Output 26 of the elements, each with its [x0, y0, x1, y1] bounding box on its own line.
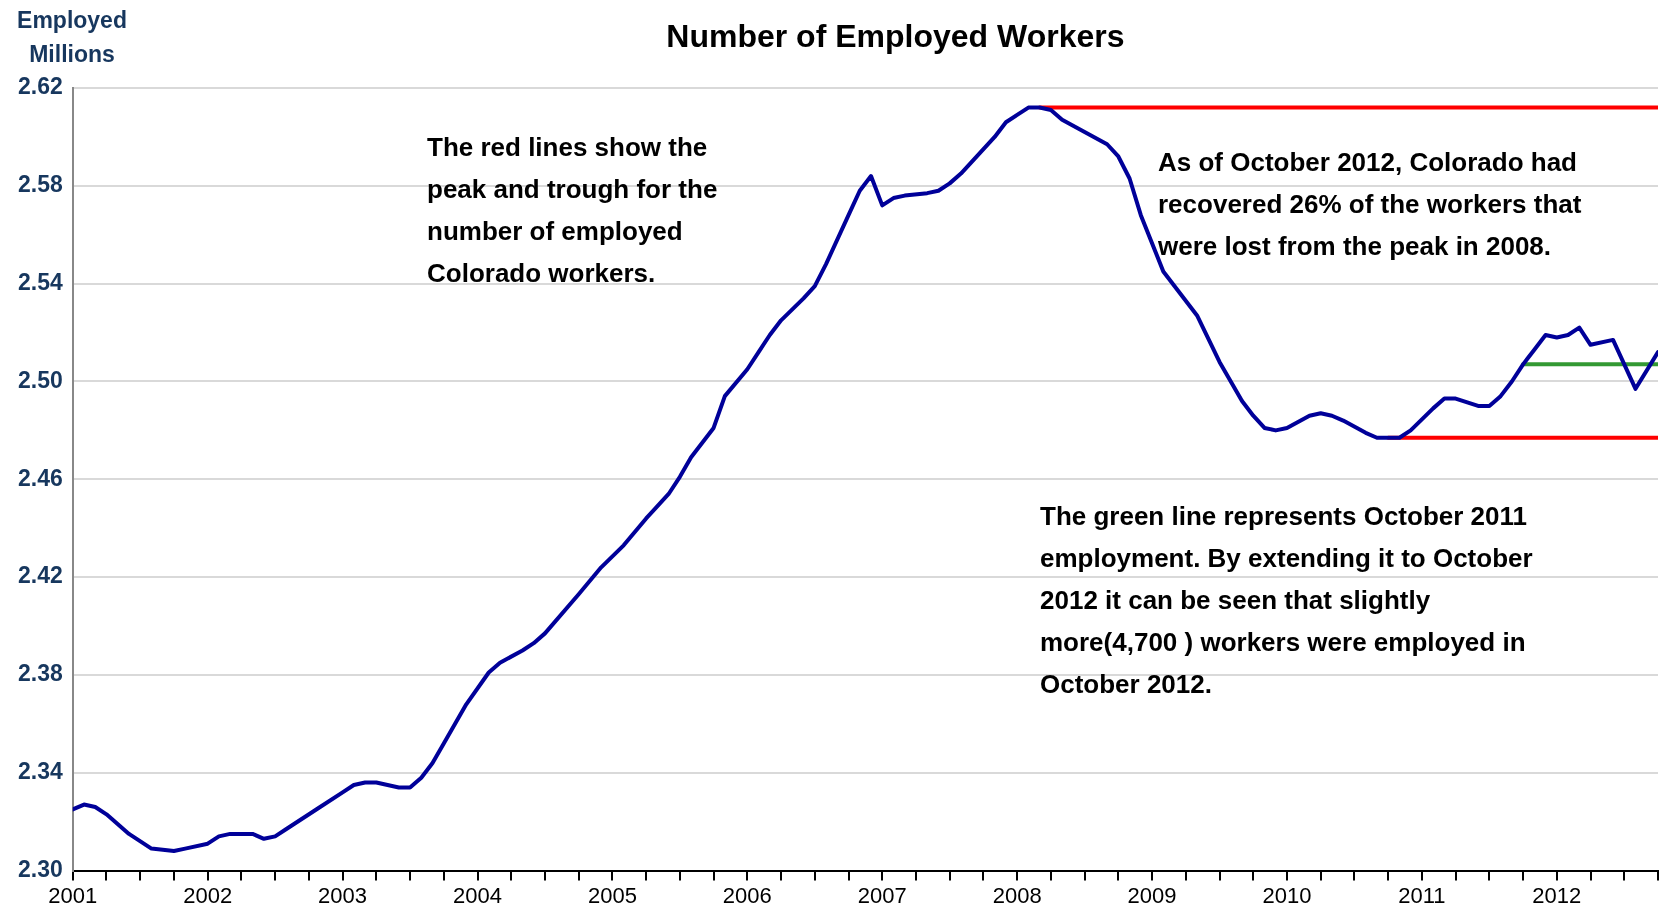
y-tick-label: 2.50 — [18, 366, 63, 393]
x-tick-label: 2004 — [453, 882, 502, 908]
chart-title: Number of Employed Workers — [666, 17, 1125, 54]
y-tick-label: 2.42 — [18, 562, 63, 589]
y-tick-label: 2.54 — [18, 268, 63, 295]
y-tick-label: 2.30 — [18, 855, 63, 882]
x-tick-label: 2005 — [587, 882, 637, 908]
annotation: The green line represents October 2011 employment. By extending it to October 2012 it can be seen that slightly more(4,700 ) workers were employed in October 2012. — [1040, 501, 1533, 700]
y-tick-label: 2.34 — [18, 758, 63, 785]
x-tick-label: 2008 — [992, 882, 1042, 908]
x-tick-label: 2012 — [1532, 882, 1582, 908]
annotation: The red lines show the peak and trough for the number of employed Colorado workers. — [427, 132, 718, 289]
x-tick-label: 2010 — [1262, 882, 1312, 908]
x-tick-label: 2007 — [857, 882, 907, 908]
y-axis-title: Employed Millions — [17, 7, 127, 68]
y-tick-label: 2.62 — [18, 73, 63, 100]
x-tick-label: 2009 — [1127, 882, 1177, 908]
y-tick-label: 2.58 — [18, 171, 63, 198]
y-tick-label: 2.46 — [18, 464, 63, 491]
x-tick-label: 2003 — [318, 882, 368, 908]
x-tick-label: 2001 — [48, 882, 98, 908]
annotation: As of October 2012, Colorado had recovered 26% of the workers that were lost from the peak in 2008. — [1157, 147, 1582, 262]
x-tick-label: 2006 — [722, 882, 772, 908]
x-tick-label: 2011 — [1398, 882, 1446, 908]
y-tick-label: 2.38 — [18, 660, 63, 687]
x-tick-label: 2002 — [183, 882, 233, 908]
